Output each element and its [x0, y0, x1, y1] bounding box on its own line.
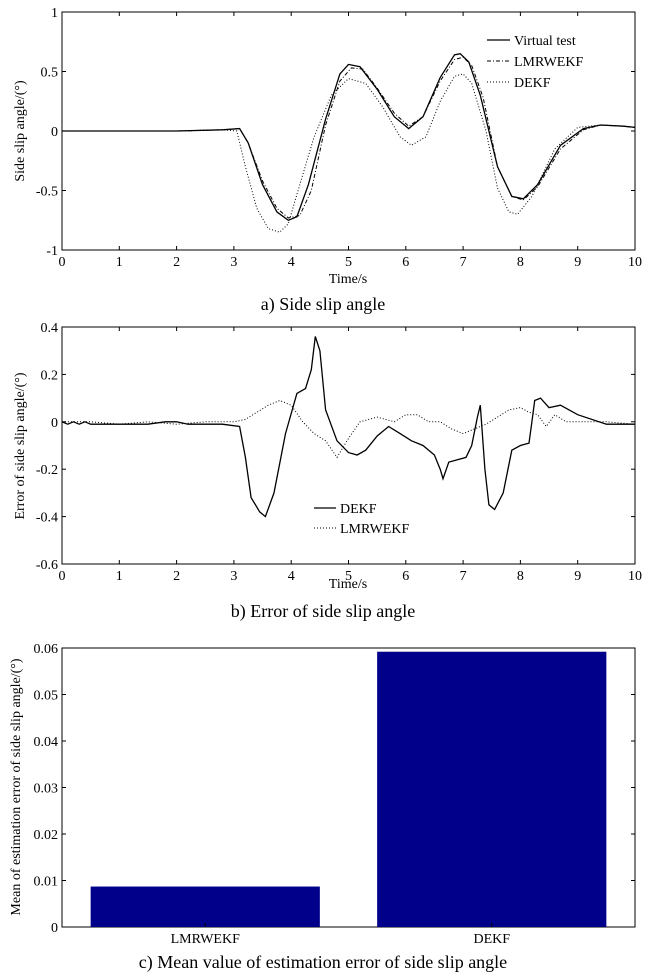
legend-label-lmrwekf: LMRWEKF [514, 55, 583, 70]
y-tick-label: 0 [51, 921, 58, 936]
chart-side-slip-angle: 0 1 2 3 4 5 6 7 8 9 10 1 0.5 0 -0.5 -1 Time/s Side sli… [13, 6, 642, 315]
series-dekf [62, 73, 636, 233]
x-tick-label: 7 [460, 255, 467, 270]
caption-a: a) Side slip angle [261, 294, 385, 315]
series-lines [61, 336, 636, 518]
y-tick-labels: 0.06 0.05 0.04 0.03 0.02 0.01 0 [34, 642, 59, 936]
bars [90, 651, 607, 927]
x-tick-label: 4 [288, 255, 295, 270]
x-tick-label: 3 [230, 255, 237, 270]
x-tick-label: 3 [230, 569, 237, 584]
x-tick-label: 6 [402, 569, 409, 584]
y-tick-label: -0.6 [36, 558, 58, 573]
x-tick-label: 8 [517, 569, 524, 584]
x-tick-label: 0 [59, 569, 66, 584]
y-tick-label: 0 [51, 125, 58, 140]
series-lmrwekf [62, 399, 636, 459]
legend-label-dekf: DEKF [514, 76, 551, 91]
series-lmrwekf [62, 56, 636, 219]
y-axis-label: Mean of estimation error of side slip an… [9, 658, 24, 915]
y-tick-label: 0.5 [41, 66, 59, 81]
y-tick-label: 1 [51, 6, 58, 21]
chart-error-side-slip-angle: 0 1 2 3 4 5 6 7 8 9 10 0.40.20-0.2-0.4-0.6 Time/s … [13, 321, 642, 622]
x-tick-labels: 0 1 2 3 4 5 6 7 8 9 10 [59, 255, 643, 270]
x-tick-label: 6 [402, 255, 409, 270]
series-lines [62, 52, 636, 233]
y-tick-label: 0.06 [34, 642, 59, 657]
x-axis-label: Time/s [329, 272, 367, 287]
x-axis-label: Time/s [329, 577, 367, 592]
legend: DEKF LMRWEKF [314, 502, 409, 537]
y-axis-label: Side slip angle/(°) [13, 80, 28, 182]
x-tick-label: 1 [116, 569, 123, 584]
x-tick-label: 4 [288, 569, 295, 584]
legend-label-lmrwekf: LMRWEKF [340, 522, 409, 537]
y-tick-label: 0.03 [34, 782, 59, 797]
x-tick-label: 7 [460, 569, 467, 584]
y-tick-label: -0.5 [36, 185, 58, 200]
y-tick-label: 0.02 [34, 828, 59, 843]
y-tick-label: 0.2 [41, 368, 59, 383]
x-category-labels: LMRWEKF DEKF [171, 932, 511, 947]
series-dekf [61, 336, 635, 518]
chart-mean-estimation-error: 0.06 0.05 0.04 0.03 0.02 0.01 0 LMRWEKF DEKF Me… [9, 642, 636, 973]
legend: Virtual test LMRWEKF DEKF [487, 34, 583, 91]
bar-lmrwekf [90, 886, 320, 927]
x-tick-label: 2 [173, 255, 180, 270]
y-tick-label: 0.4 [41, 321, 59, 336]
x-tick-label: 8 [517, 255, 524, 270]
y-tick-labels: 1 0.5 0 -0.5 -1 [36, 6, 58, 259]
x-tick-label: 10 [628, 569, 642, 584]
caption-b: b) Error of side slip angle [231, 601, 415, 622]
x-tick-labels: 0 1 2 3 4 5 6 7 8 9 10 [59, 569, 643, 584]
legend-label-dekf: DEKF [340, 502, 377, 517]
x-tick-label: 5 [345, 569, 352, 584]
y-tick-label: -1 [46, 244, 58, 259]
y-tick-label: 0.01 [34, 875, 59, 890]
y-tick-label: 0 [51, 416, 58, 431]
bar-dekf [377, 651, 607, 927]
x-tick-label: 9 [574, 255, 581, 270]
x-tick-label: 1 [116, 255, 123, 270]
y-axis-label: Error of side slip angle/(°) [13, 372, 28, 519]
y-tick-labels: 0.4 0.2 0 -0.2 -0.4 -0.6 [36, 321, 58, 573]
x-tick-label: 2 [173, 569, 180, 584]
y-tick-label: -0.2 [36, 463, 58, 478]
y-tick-label: -0.4 [36, 511, 58, 526]
legend-label-virtual-test: Virtual test [514, 34, 576, 49]
y-tick-label: 0.05 [34, 689, 59, 704]
x-tick-label: 5 [345, 255, 352, 270]
x-tick-label: 9 [574, 569, 581, 584]
x-category-label: LMRWEKF [171, 932, 240, 947]
caption-c: c) Mean value of estimation error of sid… [139, 952, 507, 973]
y-tick-label: 0.04 [34, 735, 59, 750]
x-tick-label: 10 [628, 255, 642, 270]
x-tick-label: 0 [59, 255, 66, 270]
x-category-label: DEKF [473, 932, 510, 947]
